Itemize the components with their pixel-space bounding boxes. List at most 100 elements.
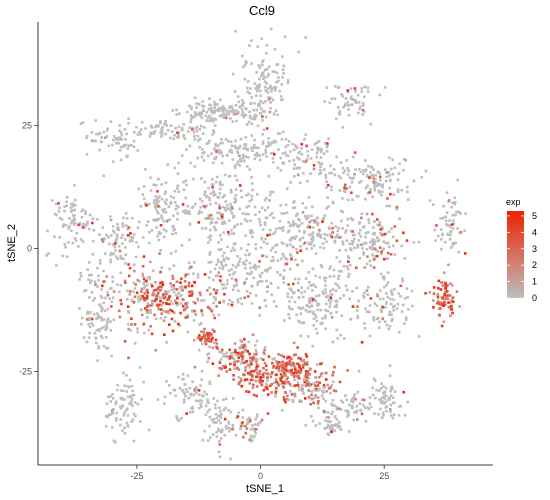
data-point — [374, 173, 377, 177]
data-point — [242, 261, 245, 264]
data-point — [256, 124, 260, 128]
data-point — [194, 313, 197, 316]
data-point — [251, 188, 254, 192]
data-point — [390, 319, 393, 322]
data-point — [255, 394, 258, 398]
data-point — [253, 353, 256, 356]
data-point — [257, 421, 260, 425]
data-point — [269, 281, 273, 285]
data-point — [352, 395, 356, 399]
data-point — [320, 394, 324, 398]
data-point — [263, 361, 267, 365]
data-point — [329, 265, 332, 268]
data-point — [311, 236, 315, 239]
data-point — [252, 427, 255, 430]
data-point — [251, 424, 254, 427]
data-point — [247, 204, 251, 208]
data-point — [144, 127, 147, 130]
data-point — [130, 323, 133, 326]
data-point — [169, 308, 172, 312]
data-point — [91, 221, 94, 225]
data-point — [195, 102, 198, 105]
y-tick-label: 25 — [22, 120, 32, 130]
data-point — [205, 393, 208, 396]
data-point — [118, 249, 122, 253]
data-point — [251, 284, 254, 288]
data-point — [351, 230, 355, 233]
data-point — [428, 291, 432, 294]
data-point — [205, 119, 209, 122]
data-point — [371, 248, 374, 251]
data-point — [250, 302, 254, 305]
data-point — [177, 190, 180, 193]
data-point — [214, 296, 217, 300]
data-point — [87, 278, 90, 281]
data-point — [112, 252, 115, 256]
data-point — [155, 294, 159, 298]
data-point — [338, 286, 341, 289]
data-point — [240, 351, 244, 355]
data-point — [340, 93, 343, 96]
data-point — [288, 359, 292, 363]
data-point — [293, 300, 297, 304]
data-point — [219, 234, 222, 237]
data-point — [215, 416, 218, 420]
data-point — [385, 394, 388, 398]
data-point — [151, 284, 154, 288]
data-point — [255, 351, 258, 354]
data-point — [268, 110, 272, 114]
data-point — [225, 351, 229, 355]
data-point — [215, 305, 218, 308]
data-point — [198, 127, 201, 131]
data-point — [185, 183, 188, 187]
data-point — [376, 223, 380, 227]
data-point — [157, 177, 160, 181]
data-point — [262, 74, 265, 77]
data-point — [293, 237, 297, 240]
data-point — [237, 356, 240, 359]
data-point — [235, 283, 238, 287]
data-point — [188, 266, 191, 270]
data-point — [213, 117, 216, 121]
data-point — [304, 370, 308, 373]
data-point — [280, 83, 284, 86]
data-point — [128, 266, 132, 270]
data-point — [248, 114, 252, 118]
data-point — [344, 229, 348, 232]
data-point — [115, 233, 119, 237]
data-point — [346, 217, 350, 221]
data-point — [198, 406, 201, 410]
data-point — [144, 279, 148, 283]
data-point — [141, 313, 144, 317]
data-point — [319, 372, 323, 376]
data-point — [340, 399, 343, 403]
data-point — [111, 143, 114, 147]
data-point — [317, 302, 321, 306]
data-point — [324, 378, 328, 381]
data-point — [444, 240, 447, 244]
data-point — [203, 273, 207, 276]
data-point — [346, 409, 350, 413]
data-point — [231, 246, 235, 250]
data-point — [335, 305, 338, 308]
data-point — [214, 413, 218, 416]
data-point — [183, 308, 186, 312]
data-point — [346, 198, 350, 202]
data-point — [331, 404, 334, 407]
data-point — [156, 204, 160, 208]
data-point — [273, 141, 276, 144]
data-point — [255, 154, 258, 158]
data-point — [232, 214, 236, 218]
data-point — [290, 364, 293, 367]
data-point — [230, 151, 234, 154]
data-point — [111, 243, 115, 246]
data-point — [451, 201, 454, 204]
data-point — [224, 406, 228, 410]
data-point — [247, 212, 250, 216]
data-point — [377, 389, 381, 392]
data-point — [109, 120, 113, 123]
data-point — [433, 228, 437, 232]
data-point — [384, 306, 387, 309]
data-point — [381, 248, 384, 252]
data-point — [210, 418, 214, 422]
